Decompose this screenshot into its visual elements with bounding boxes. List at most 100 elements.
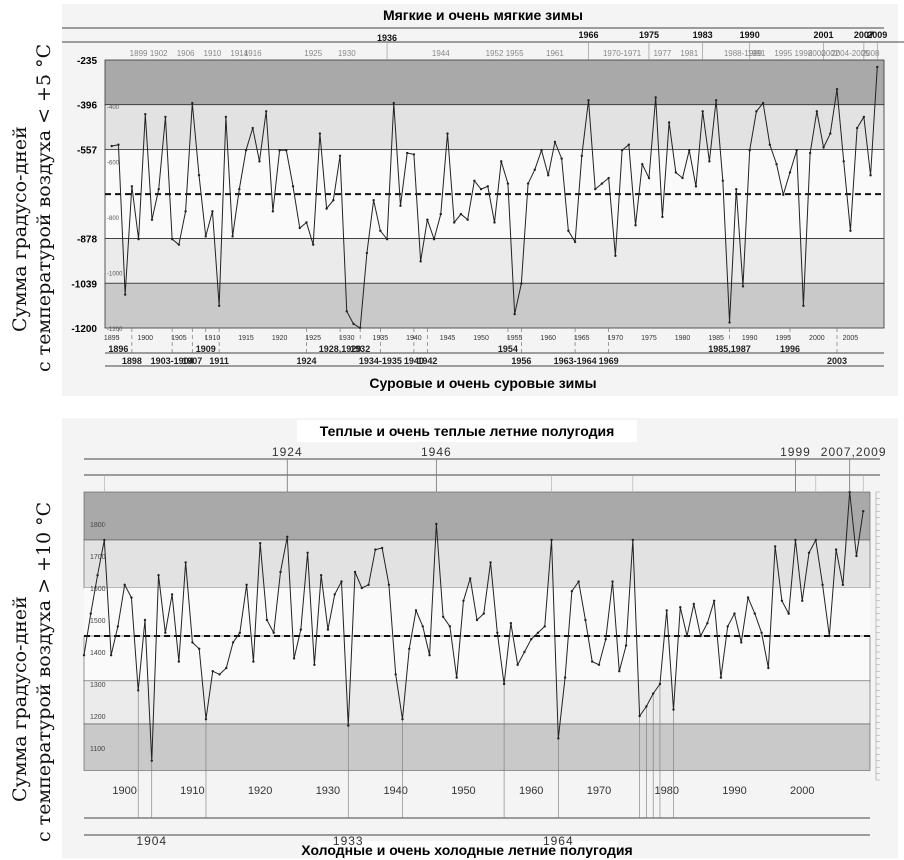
winter-data-point [829,132,832,135]
winter-data-point [587,99,590,102]
winter-x-tick-label: 1970 [608,335,624,342]
winter-data-point [453,221,456,224]
winter-x-tick-label: 1895 [104,335,120,342]
winter-data-point [681,176,684,180]
winter-severe-year-label: 1985,1987 [708,344,751,354]
winter-mild-year-label: 1988-1989 [724,49,763,58]
winter-data-point [721,179,725,183]
winter-mild-year-label: 1914 [230,49,248,58]
winter-data-point [620,149,624,152]
summer-data-point [137,689,140,692]
winter-data-point [782,193,785,196]
winter-data-point [748,149,751,152]
winter-severe-year-label: 1969 [599,356,619,366]
summer-warm-year-label: 1999 [780,445,811,459]
winter-data-point [647,176,651,180]
summer-band [83,680,871,725]
summer-data-point [570,590,574,593]
winter-data-point [661,215,664,219]
winter-data-point [808,151,812,155]
winter-x-tick-label: 1995 [775,335,791,342]
winter-mild-year-label: 1925 [304,49,322,58]
summer-data-point [96,574,99,577]
winter-mild-year-label: 1955 [506,49,524,58]
winter-data-point [547,174,550,177]
winter-y-minor-tick-label: -600 [107,160,120,166]
summer-data-point [787,612,790,615]
winter-data-point [473,179,476,183]
summer-data-point [130,596,133,599]
winter-data-point [345,310,348,313]
winter-severe-year-label: 1909 [196,344,216,354]
winter-data-point [399,204,402,208]
winter-y-axis-label-line2: с температурой воздуха < +5 °C [33,43,55,372]
summer-data-point [197,647,201,650]
winter-data-point [735,187,738,191]
summer-data-point [584,618,587,622]
winter-y-tick-label: -396 [77,101,97,112]
summer-data-point [225,666,228,670]
winter-data-point [285,149,288,152]
winter-bottom-title: Суровые и очень суровые зимы [369,375,596,391]
summer-data-point [489,561,492,564]
summer-data-point [726,625,729,628]
summer-data-point [252,660,255,663]
summer-warm-year-label: 1924 [272,445,303,459]
winter-data-point [688,149,691,152]
winter-data-point [177,243,181,246]
summer-data-point [157,574,160,577]
summer-data-point [333,593,336,596]
winter-mild-year-label: 1906 [177,49,195,58]
winter-severe-year-label: 1928,1929 [319,344,362,354]
summer-data-point [238,631,242,634]
summer-x-tick-label: 1900 [112,785,136,797]
winter-data-point [150,218,154,221]
winter-data-point [580,154,584,158]
winter-data-point [486,185,489,188]
summer-data-point [753,612,757,615]
summer-chart: 1100 1200 1300 1400 1500 1600 1700 1800 Теплые и… [62,418,898,860]
winter-data-point [379,229,382,232]
summer-data-point [164,631,167,634]
summer-data-point [719,676,723,679]
summer-data-point [814,538,817,542]
winter-mild-year-label: 2002 [821,49,839,58]
winter-data-point [761,101,765,105]
summer-y-tick-label: 1200 [90,714,106,721]
winter-data-point [768,143,772,146]
winter-x-tick-label: 1915 [238,335,254,342]
winter-data-point [426,218,429,221]
summer-title-bg [297,420,637,442]
winter-x-tick-label: 1990 [742,335,758,342]
summer-data-point [204,718,208,721]
winter-data-point [412,153,416,156]
winter-data-point [385,237,389,241]
winter-mild-year-label: 1990 [740,30,760,40]
winter-x-tick-label: 1925 [305,335,321,342]
summer-data-point [231,641,235,644]
winter-data-point [439,212,442,216]
winter-data-point [238,187,241,191]
summer-x-tick-label: 1990 [722,785,746,797]
summer-data-point [116,625,120,628]
winter-severe-year-label: 1956 [511,356,531,366]
winter-data-point [600,182,604,185]
winter-mild-year-label: 2009 [867,30,887,40]
winter-data-point [641,162,644,166]
winter-x-tick-label: 2000 [809,335,825,342]
summer-data-point [597,663,601,666]
winter-band [104,59,885,106]
winter-data-point [258,160,261,163]
winter-mild-year-label: 1916 [244,49,262,58]
winter-mild-year-label: 1998 [795,49,813,58]
summer-data-point [496,631,499,634]
summer-data-point [367,583,370,586]
summer-data-point [272,631,275,634]
summer-y-tick-label: 1100 [90,746,105,753]
summer-data-point [577,580,580,583]
winter-mild-year-label: 1936 [377,33,397,43]
winter-data-point [876,65,879,69]
winter-severe-year-label: 1934-1935 [359,356,402,366]
summer-data-point [150,759,153,762]
winter-data-point [815,110,819,113]
